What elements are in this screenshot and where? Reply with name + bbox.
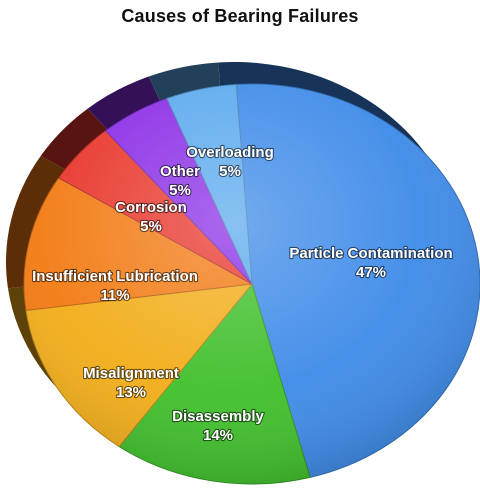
- slice-value-other: 5%: [169, 182, 191, 199]
- slice-label-corrosion: Corrosion: [115, 199, 187, 216]
- slice-value-corrosion: 5%: [140, 218, 162, 235]
- slice-value-particle-contamination: 47%: [356, 264, 386, 281]
- slice-label-other: Other: [160, 163, 200, 180]
- slice-value-insufficient-lubrication: 11%: [100, 287, 129, 304]
- chart-title: Causes of Bearing Failures: [121, 6, 359, 26]
- slice-value-disassembly: 14%: [203, 427, 233, 444]
- slice-label-particle-contamination: Particle Contamination: [289, 245, 452, 262]
- pie-labels: Particle Contamination 47% Disassembly 14% M…: [31, 143, 454, 445]
- slice-label-disassembly: Disassembly: [172, 408, 264, 425]
- slice-value-overloading: 5%: [219, 163, 241, 180]
- slice-label-overloading: Overloading: [186, 144, 274, 161]
- slice-label-misalignment: Misalignment: [83, 365, 179, 382]
- slice-label-insufficient-lubrication: Insufficient Lubrication: [32, 268, 198, 285]
- slice-value-misalignment: 13%: [116, 384, 146, 401]
